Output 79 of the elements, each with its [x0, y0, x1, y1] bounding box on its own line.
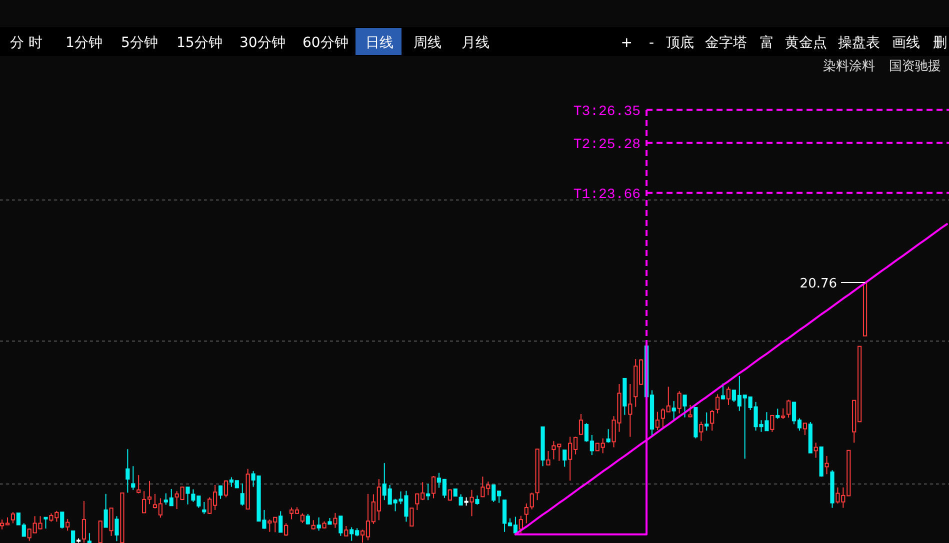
candlestick — [562, 450, 567, 468]
annotation: 5分钟 — [121, 35, 158, 51]
candlestick — [628, 384, 632, 438]
annotation: 顶底 — [666, 35, 694, 51]
candlestick — [10, 512, 16, 524]
candlestick — [426, 483, 430, 501]
ref-line-label: T1:23.66 — [573, 186, 641, 203]
annotation: 周线 — [414, 35, 442, 51]
candlestick — [126, 448, 130, 494]
annotation: + — [620, 35, 632, 51]
candlestick — [131, 466, 136, 490]
candlestick — [546, 450, 550, 466]
candlestick — [71, 530, 76, 543]
candlestick — [672, 400, 676, 421]
annotation: 染料涂料 — [823, 59, 875, 74]
candlestick — [781, 408, 786, 420]
candlestick — [814, 442, 818, 458]
candlestick — [278, 510, 283, 533]
candlestick — [682, 394, 687, 418]
candlestick — [224, 480, 228, 498]
candlestick — [284, 522, 288, 536]
candlestick — [770, 414, 774, 432]
candlestick — [338, 516, 343, 536]
candlestick — [699, 421, 704, 442]
candlestick — [431, 476, 436, 499]
candlestick — [60, 512, 64, 529]
candlestick — [202, 501, 206, 514]
annotation: 黄金点 — [785, 35, 827, 51]
candlestick — [458, 494, 463, 506]
candlestick — [606, 428, 610, 444]
annotation: 画线 — [892, 35, 920, 51]
candlestick — [720, 382, 726, 400]
candlestick — [726, 386, 731, 406]
ref-line-label: T2:25.28 — [573, 136, 641, 153]
annotation: 日线 — [366, 35, 394, 51]
candlestick — [306, 513, 310, 525]
annotation: 月线 — [462, 35, 490, 51]
candlestick — [240, 482, 244, 506]
candlestick — [333, 512, 338, 528]
candlestick — [786, 399, 791, 418]
annotation: 20.76 — [800, 276, 838, 292]
candlestick — [87, 532, 92, 543]
annotation: 国资驰援 — [889, 59, 941, 74]
candlestick — [410, 508, 414, 527]
candlestick — [316, 516, 321, 532]
candlestick — [470, 489, 474, 517]
candlestick — [66, 518, 70, 532]
annotation: 15分钟 — [176, 35, 222, 51]
candlestick — [104, 493, 108, 528]
candlestick — [475, 494, 480, 506]
annotation: 60分钟 — [302, 35, 348, 51]
annotation: 操盘表 — [838, 35, 880, 51]
candlestick — [677, 390, 682, 414]
candlestick — [704, 412, 709, 432]
annotation: 30分钟 — [240, 35, 286, 51]
annotation: 富 — [760, 35, 774, 51]
candlestick — [311, 520, 316, 530]
candlestick — [109, 508, 114, 536]
candlestick — [518, 515, 523, 534]
candlestick — [716, 394, 720, 414]
ref-line-label: T3:26.35 — [573, 104, 641, 120]
candlestick — [136, 474, 141, 494]
annotation: - — [648, 35, 654, 51]
candlestick — [300, 512, 304, 524]
candlestick — [44, 516, 48, 529]
candlestick — [824, 455, 829, 475]
annotation: 1分钟 — [66, 35, 102, 51]
annotation: 分 时 — [10, 35, 42, 51]
annotation: 删 — [933, 35, 947, 51]
candlestick — [344, 526, 348, 536]
candlestick — [578, 413, 584, 436]
candlestick — [655, 411, 660, 431]
candlestick — [218, 485, 223, 500]
candlestick — [688, 404, 692, 418]
candlestick — [776, 408, 780, 420]
candlestick — [114, 516, 119, 542]
annotation: 金字塔 — [705, 35, 747, 51]
candlestick — [710, 409, 714, 432]
candlestick — [802, 422, 807, 436]
